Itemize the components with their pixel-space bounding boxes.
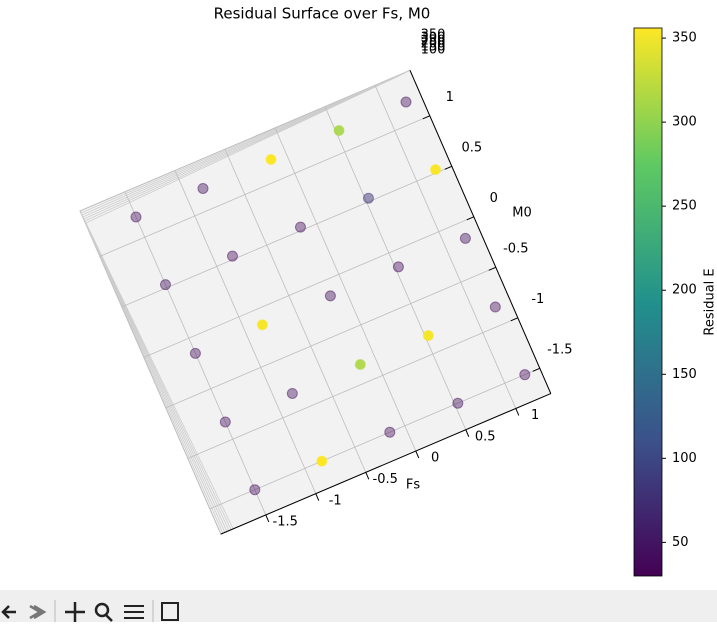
point [250, 485, 260, 495]
point [287, 388, 297, 398]
x-tick [466, 430, 469, 437]
point [334, 126, 344, 136]
colorbar-tick-label: 300 [672, 115, 697, 130]
x-tick-label: -0.5 [373, 472, 398, 487]
z-tick-label: 350 [421, 28, 446, 43]
colorbar-tick-label: 100 [672, 451, 697, 466]
point [430, 165, 440, 175]
point [227, 251, 237, 261]
point [257, 320, 267, 330]
point [317, 456, 327, 466]
point [363, 193, 373, 203]
point [490, 302, 500, 312]
save-button[interactable] [162, 603, 178, 620]
point [520, 370, 530, 380]
y-tick-label: 1 [446, 90, 454, 105]
x-axis-label: Fs [406, 478, 420, 493]
point [453, 398, 463, 408]
pan-button[interactable] [65, 602, 85, 622]
colorbar-tick-label: 50 [672, 535, 689, 550]
colorbar-tick-label: 150 [672, 367, 697, 382]
x-tick [366, 472, 369, 479]
y-tick-label: 0 [490, 191, 498, 206]
x-tick-label: -1.5 [273, 515, 298, 530]
y-tick-label: 0.5 [461, 140, 482, 155]
colorbar-tick-label: 250 [672, 199, 697, 214]
colorbar-label: Residual E [703, 268, 717, 335]
configure-button[interactable] [124, 606, 144, 618]
x-tick [266, 515, 269, 522]
chart-title: Residual Surface over Fs, M0 [214, 5, 431, 23]
colorbar [634, 28, 662, 576]
x-tick [516, 408, 519, 415]
chart: Residual Surface over Fs, M0 Fs M0 Resid… [0, 0, 717, 590]
y-tick-label: -1 [531, 292, 544, 307]
x-tick [316, 494, 319, 501]
point [220, 417, 230, 427]
toolbar [0, 590, 717, 622]
point [460, 233, 470, 243]
y-axis-label: M0 [512, 206, 532, 221]
x-tick [416, 451, 419, 458]
point [190, 348, 200, 358]
colorbar-tick-label: 350 [672, 31, 697, 46]
point [295, 222, 305, 232]
zoom-button[interactable] [96, 604, 108, 616]
y-tick-label: -0.5 [503, 241, 528, 256]
point [393, 262, 403, 272]
point [325, 291, 335, 301]
y-tick-label: -1.5 [547, 342, 572, 357]
point [385, 427, 395, 437]
point [160, 280, 170, 290]
point [266, 154, 276, 164]
point [198, 183, 208, 193]
forward-button[interactable] [30, 606, 44, 618]
x-tick-label: -1 [329, 493, 342, 508]
point [131, 212, 141, 222]
x-tick-label: 1 [531, 408, 539, 423]
point [401, 97, 411, 107]
point [355, 360, 365, 370]
toolbar-icons [0, 590, 200, 622]
back-button[interactable] [3, 606, 16, 618]
x-tick-label: 0 [431, 451, 439, 466]
colorbar-tick-label: 200 [672, 283, 697, 298]
point [423, 331, 433, 341]
x-tick-label: 0.5 [475, 429, 496, 444]
